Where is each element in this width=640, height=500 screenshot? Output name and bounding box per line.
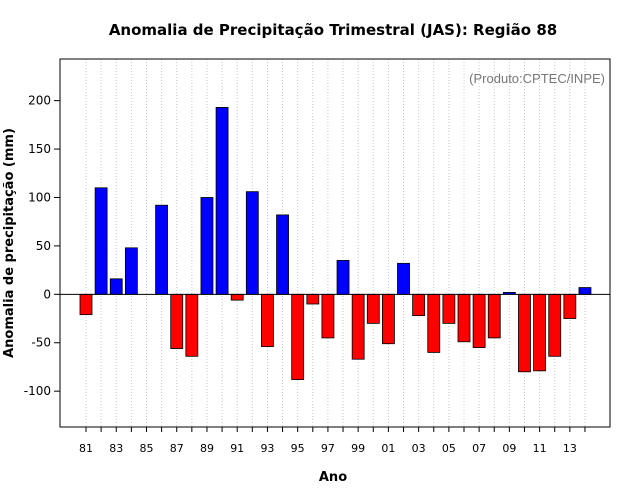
bar-11: [533, 293, 546, 372]
x-tick-label: 99: [351, 442, 365, 455]
bar-95: [291, 293, 305, 380]
x-tick-label: 97: [321, 442, 335, 455]
bar-12: [548, 293, 562, 357]
x-axis-title: Ano: [319, 470, 347, 485]
y-axis-title: Anomalia de precipitação (mm): [2, 128, 17, 358]
x-tick-label: 11: [533, 442, 547, 455]
x-tick-label: 89: [200, 442, 214, 455]
bar-87: [170, 293, 184, 349]
bar-00: [366, 293, 380, 324]
bar-01: [381, 293, 395, 345]
y-tick-label: 200: [28, 94, 51, 108]
x-tick-label: 81: [79, 442, 93, 455]
x-tick-label: 95: [291, 442, 305, 455]
chart-title: Anomalia de Precipitação Trimestral (JAS…: [109, 21, 557, 39]
bar-08: [487, 293, 501, 339]
x-tick-label: 93: [260, 442, 274, 455]
bar-93: [261, 293, 274, 348]
bar-88: [185, 293, 199, 357]
bar-90: [215, 107, 229, 295]
bar-10: [518, 293, 531, 373]
bar-14: [578, 287, 592, 295]
bar-03: [412, 293, 426, 317]
bar-91: [230, 293, 244, 301]
bar-83: [109, 278, 123, 295]
source-note: (Produto:CPTEC/INPE): [469, 71, 605, 86]
x-tick-label: 85: [139, 442, 153, 455]
bar-82: [94, 187, 108, 295]
y-tick-label: -100: [24, 384, 51, 398]
bar-98: [336, 260, 350, 295]
bar-99: [351, 293, 365, 360]
bar-86: [155, 204, 169, 295]
bars-layer: [79, 107, 592, 380]
bar-07: [472, 293, 486, 348]
x-axis: 81 83 85 87 89 91 93 95 97 99 01 03 05 07 09 11 13: [79, 427, 586, 455]
bar-06: [457, 293, 471, 343]
bar-97: [321, 293, 335, 339]
bar-81: [79, 293, 93, 316]
grid-layer: [85, 59, 586, 427]
plot-frame: [59, 58, 611, 428]
y-tick-label: 50: [36, 239, 51, 253]
x-tick-label: 83: [109, 442, 123, 455]
y-tick-label: 100: [28, 190, 51, 204]
x-tick-label: 01: [381, 442, 395, 455]
y-tick-label: 0: [43, 287, 51, 301]
x-tick-label: 87: [170, 442, 184, 455]
x-tick-label: 09: [502, 442, 516, 455]
y-tick-label: 150: [28, 142, 51, 156]
x-tick-label: 05: [442, 442, 456, 455]
bar-05: [442, 293, 456, 324]
bar-13: [563, 293, 577, 319]
x-tick-label: 13: [563, 442, 577, 455]
x-tick-label: 91: [230, 442, 244, 455]
bar-96: [306, 293, 320, 305]
bar-84: [124, 247, 138, 295]
y-axis: -100 -50 0 50 100 150 200: [24, 94, 60, 398]
x-tick-label: 03: [412, 442, 426, 455]
x-tick-label: 07: [472, 442, 486, 455]
bar-04: [427, 293, 441, 353]
bar-94: [276, 214, 289, 295]
bar-02: [397, 262, 410, 295]
y-tick-label: -50: [31, 336, 51, 350]
bar-92: [245, 191, 259, 295]
bar-89: [200, 197, 214, 295]
